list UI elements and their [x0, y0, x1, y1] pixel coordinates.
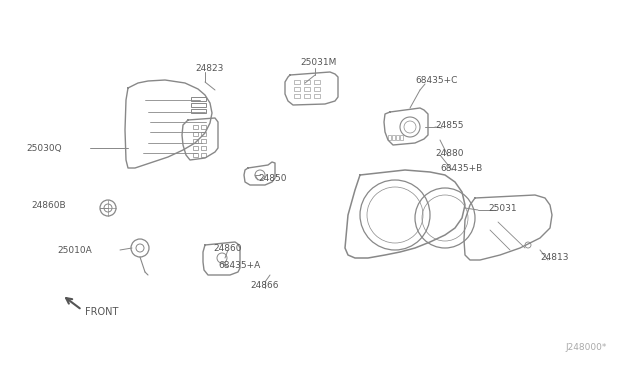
Text: 24850: 24850 [258, 173, 287, 183]
Text: 25010A: 25010A [57, 246, 92, 254]
Bar [304, 94, 310, 98]
Bar [193, 153, 198, 157]
Bar [314, 80, 320, 84]
Text: 24813: 24813 [540, 253, 568, 263]
Bar [396, 135, 399, 140]
Text: 68435+A: 68435+A [218, 260, 260, 269]
Bar [314, 94, 320, 98]
Text: FRONT: FRONT [85, 307, 118, 317]
Bar [193, 125, 198, 129]
Bar [294, 80, 300, 84]
Text: J248000*: J248000* [565, 343, 606, 353]
Bar [201, 139, 206, 143]
Text: 25031M: 25031M [300, 58, 337, 67]
Bar [304, 80, 310, 84]
Bar [191, 103, 206, 107]
Bar [201, 125, 206, 129]
Bar [193, 146, 198, 150]
Bar [201, 146, 206, 150]
Text: 68435+B: 68435+B [440, 164, 483, 173]
Text: 24866: 24866 [250, 280, 278, 289]
Bar [201, 132, 206, 136]
Text: 25030Q: 25030Q [26, 144, 61, 153]
Bar [191, 97, 206, 101]
Text: 24823: 24823 [195, 64, 223, 73]
Bar [294, 94, 300, 98]
Bar [304, 87, 310, 91]
Text: 24860: 24860 [213, 244, 241, 253]
Text: 24855: 24855 [435, 121, 463, 129]
Text: 68435+C: 68435+C [415, 76, 458, 84]
Text: 24880: 24880 [435, 148, 463, 157]
Bar [193, 132, 198, 136]
Bar [388, 135, 390, 140]
Bar [400, 135, 403, 140]
Text: 25031: 25031 [488, 203, 516, 212]
Bar [193, 139, 198, 143]
Bar [201, 153, 206, 157]
Text: 24860B: 24860B [31, 201, 66, 209]
Bar [314, 87, 320, 91]
Bar [191, 109, 206, 113]
Bar [294, 87, 300, 91]
Bar [392, 135, 394, 140]
